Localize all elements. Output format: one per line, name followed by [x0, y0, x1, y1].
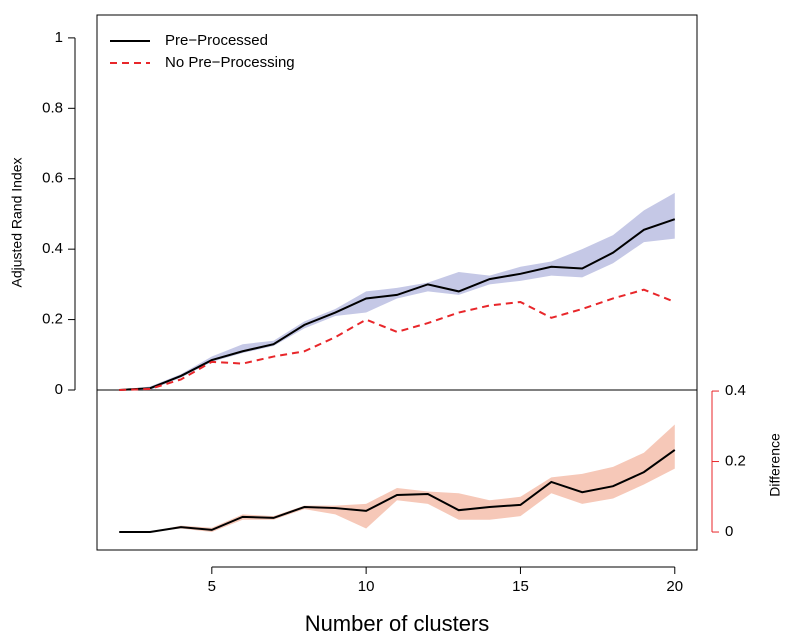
confidence-band [119, 424, 675, 533]
plot-box [96, 14, 698, 551]
x-tick-label: 10 [358, 578, 375, 595]
x-axis-label: Number of clusters [305, 611, 490, 636]
series-line [119, 449, 676, 534]
y-tick-label: 0.8 [42, 99, 63, 116]
y-tick-label: 0.2 [42, 311, 63, 328]
confidence-band [119, 192, 675, 390]
y-tick-label: 0.4 [42, 240, 63, 257]
y2-tick-label: 0.2 [725, 453, 746, 470]
y2-tick-label: 0.4 [725, 382, 746, 399]
x-tick-label: 5 [208, 578, 216, 595]
y-tick-label: 0 [55, 381, 63, 398]
series-line [119, 218, 676, 391]
y-axis-label: Adjusted Rand Index [9, 158, 25, 288]
x-tick-label: 20 [666, 578, 683, 595]
y2-tick-label: 0 [725, 523, 733, 540]
y-tick-label: 1 [55, 29, 63, 46]
series-line [119, 288, 676, 391]
y-tick-label: 0.6 [42, 170, 63, 187]
legend-label: Pre−Processed [165, 32, 268, 49]
x-tick-label: 15 [512, 578, 529, 595]
legend-label: No Pre−Processing [165, 54, 295, 71]
y2-axis-label: Difference [767, 433, 783, 497]
